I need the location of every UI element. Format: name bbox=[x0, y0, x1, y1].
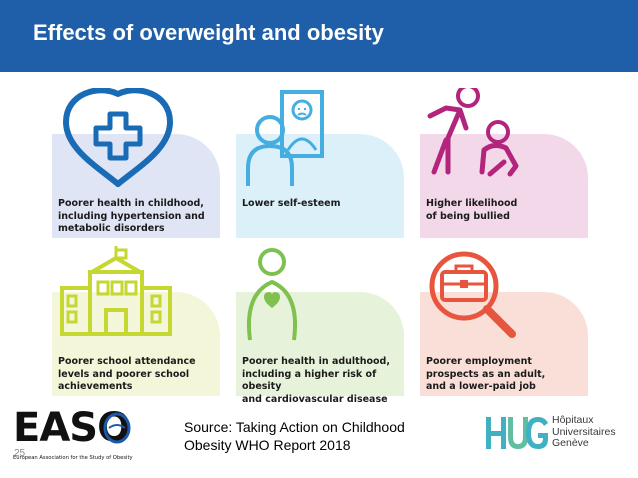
title-bar: Effects of overweight and obesity bbox=[0, 0, 638, 72]
slide-title: Effects of overweight and obesity bbox=[33, 20, 384, 45]
adult-heart-icon bbox=[247, 248, 297, 341]
easo-subtitle: European Association for the Study of Ob… bbox=[13, 455, 133, 461]
card-employment: Poorer employment prospects as an adult,… bbox=[420, 246, 588, 396]
card-caption: Poorer health in adulthood, including a … bbox=[242, 356, 390, 405]
page-number: 25 bbox=[14, 448, 26, 459]
card-background bbox=[420, 292, 588, 396]
mirror-sad-person-icon bbox=[246, 90, 324, 186]
hug-mark-icon bbox=[486, 417, 548, 449]
card-caption: Poorer employment prospects as an adult,… bbox=[426, 356, 546, 392]
card-caption: Poorer school attendance levels and poor… bbox=[58, 356, 196, 392]
card-background bbox=[52, 292, 220, 396]
card-caption: Lower self-esteem bbox=[242, 198, 341, 209]
easo-wordmark: EASO bbox=[13, 405, 131, 451]
card-bullied: Higher likelihood of being bullied bbox=[420, 88, 588, 238]
bullying-figures-icon bbox=[427, 88, 519, 177]
hug-name: Hôpitaux Universitaires Genève bbox=[552, 414, 616, 449]
briefcase-magnifier-icon bbox=[429, 251, 516, 338]
easo-globe-icon bbox=[103, 412, 131, 444]
hug-logo: Hôpitaux Universitaires Genève bbox=[486, 413, 626, 459]
card-adult-health: Poorer health in adulthood, including a … bbox=[236, 246, 404, 405]
easo-logo: EASO European Association for the Study … bbox=[13, 405, 133, 471]
heart-cross-icon bbox=[63, 88, 173, 187]
card-caption: Poorer health in childhood, including hy… bbox=[58, 198, 205, 234]
card-caption: Higher likelihood of being bullied bbox=[426, 198, 518, 222]
card-background bbox=[236, 292, 404, 396]
card-self-esteem: Lower self-esteem bbox=[236, 88, 404, 238]
card-school: Poorer school attendance levels and poor… bbox=[52, 246, 220, 396]
source-citation: Source: Taking Action on Childhood Obesi… bbox=[184, 419, 405, 453]
card-childhood-health: Poorer health in childhood, including hy… bbox=[52, 88, 220, 238]
school-building-icon bbox=[60, 246, 172, 336]
